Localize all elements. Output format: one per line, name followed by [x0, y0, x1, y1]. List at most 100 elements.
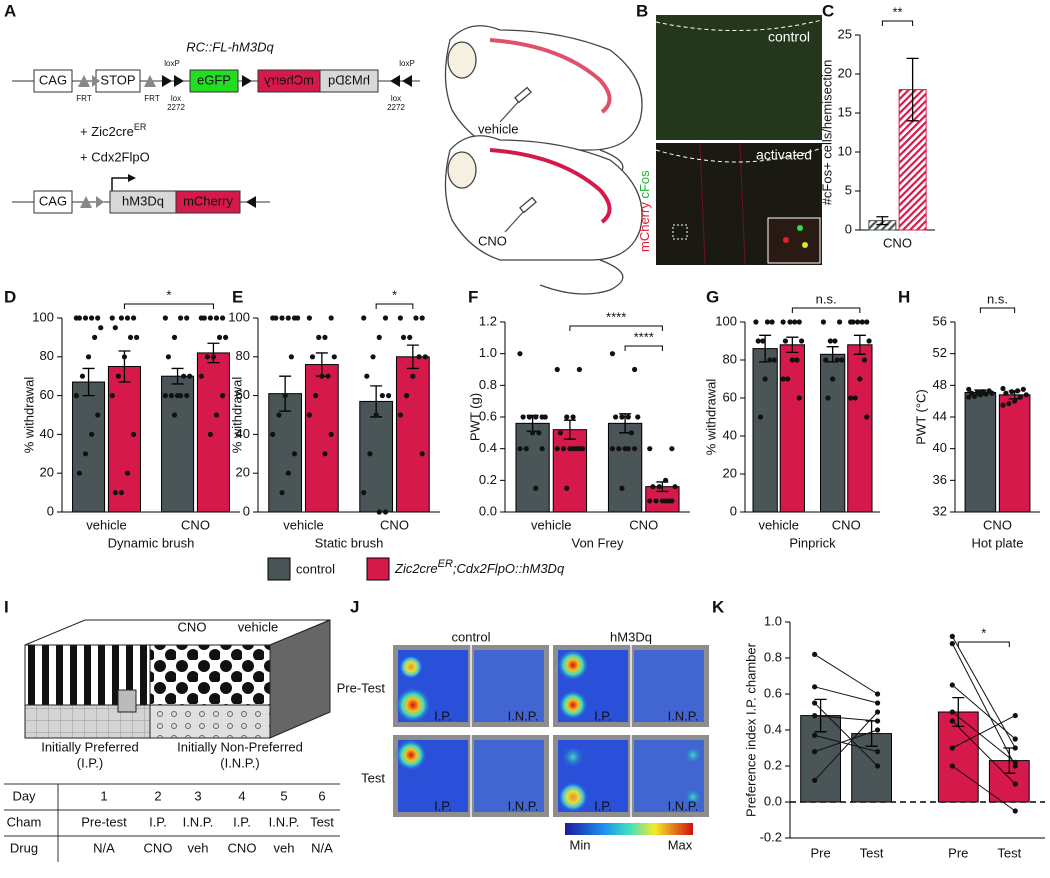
- data-point: [1014, 388, 1021, 394]
- bar: [304, 364, 339, 513]
- y-tick-label: 0.6: [479, 408, 497, 423]
- data-point: [162, 393, 168, 399]
- data-point: [187, 373, 193, 379]
- legend-swatch: [267, 557, 291, 581]
- element: CAG: [39, 72, 67, 87]
- heat-spot: [395, 739, 427, 771]
- data-point: [785, 376, 791, 382]
- table-cell: Test: [310, 814, 334, 829]
- data-point: [983, 391, 989, 397]
- mouse-illustrations: [444, 25, 643, 295]
- data-point: [130, 431, 137, 437]
- data-point: [279, 490, 285, 496]
- data-point: [650, 484, 656, 490]
- zone-label: I.N.P.: [668, 798, 699, 813]
- data-point: [672, 484, 678, 490]
- significance-label: **: [892, 4, 902, 19]
- data-point: [422, 354, 428, 360]
- significance-bracket: [624, 345, 663, 351]
- data-point: [517, 446, 523, 452]
- site-label: FRT: [144, 94, 160, 103]
- data-point: [361, 490, 367, 496]
- x-tick-label: CNO: [629, 517, 658, 532]
- data-point: [134, 334, 140, 340]
- data-point: [79, 373, 86, 379]
- micrograph-label: control: [768, 29, 810, 45]
- significance-bracket: [979, 307, 1016, 313]
- element: CAG: [39, 193, 67, 208]
- x-tick-label: vehicle: [283, 517, 323, 532]
- heatmap-row-label: Test: [361, 770, 385, 785]
- data-point: [966, 386, 972, 392]
- pair-line: [951, 720, 1016, 785]
- data-point: [184, 393, 190, 399]
- table-cell: 1: [100, 788, 107, 803]
- significance-bracket: [957, 641, 1010, 647]
- data-point: [376, 509, 382, 515]
- element: hM3Dq: [328, 72, 370, 87]
- element: mCherry: [183, 193, 233, 208]
- bar: [988, 760, 1030, 803]
- data-point: [1012, 745, 1018, 751]
- legend-label: control: [296, 561, 335, 576]
- data-point: [625, 446, 631, 452]
- y-tick-label: 100: [228, 309, 250, 324]
- significance-label: ****: [606, 309, 626, 324]
- y-tick-label: 0.4: [764, 721, 782, 736]
- x-axis-label: Static brush: [315, 535, 384, 550]
- table-cell: Pre-test: [81, 814, 127, 829]
- x-tick-label: CNO: [380, 517, 409, 532]
- error-bar: [82, 367, 95, 397]
- data-point: [89, 315, 95, 321]
- data-point: [118, 315, 124, 321]
- bar: [964, 391, 997, 513]
- x-tick-label: Test: [997, 845, 1021, 860]
- data-point: [325, 373, 331, 379]
- y-axis-label: PWT (g): [467, 393, 482, 441]
- zone-label: I.P.: [594, 708, 612, 723]
- y-tick-label: 36: [933, 472, 947, 487]
- data-point: [533, 414, 539, 420]
- data-point: [386, 393, 392, 399]
- data-point: [760, 338, 766, 344]
- data-point: [213, 412, 220, 418]
- data-point: [780, 376, 786, 382]
- data-point: [792, 319, 798, 325]
- y-tick-label: 0.2: [764, 757, 782, 772]
- y-tick-label: 0.8: [479, 377, 497, 392]
- y-tick-label: 44: [933, 408, 947, 423]
- panel-label: I: [4, 597, 9, 616]
- legend-swatch: [366, 557, 390, 581]
- x-axis-label: Hot plate: [971, 535, 1023, 550]
- data-point: [839, 357, 845, 363]
- zone-label: I.N.P.: [668, 708, 699, 723]
- data-point: [279, 315, 285, 321]
- y-tick-label: 0.4: [479, 440, 497, 455]
- recombinase: + Zic2creER: [80, 122, 147, 139]
- data-point: [854, 319, 861, 325]
- pair-line: [952, 684, 1016, 740]
- element: mCherry: [264, 72, 314, 87]
- x-tick-label: vehicle: [759, 517, 799, 532]
- data-point: [76, 470, 83, 476]
- data-point: [825, 395, 831, 401]
- data-point: [1006, 400, 1012, 407]
- data-point: [178, 315, 184, 321]
- data-point: [379, 393, 385, 399]
- pair-line: [814, 702, 878, 767]
- significance-bracket: [123, 303, 214, 309]
- data-point: [767, 357, 773, 363]
- bar: [752, 348, 778, 513]
- site-label: loxP: [164, 59, 180, 68]
- table-cell: N/A: [311, 840, 333, 855]
- data-point: [373, 412, 379, 418]
- data-point: [1012, 781, 1018, 787]
- x-tick-label: CNO: [832, 517, 861, 532]
- heat-spot: [558, 782, 588, 812]
- y-tick-label: 60: [40, 387, 54, 402]
- data-point: [866, 338, 872, 344]
- panel-label: G: [706, 287, 719, 306]
- chamber-label: (I.P.): [77, 755, 104, 770]
- data-point: [213, 315, 220, 321]
- y-tick-label: 5: [845, 182, 852, 197]
